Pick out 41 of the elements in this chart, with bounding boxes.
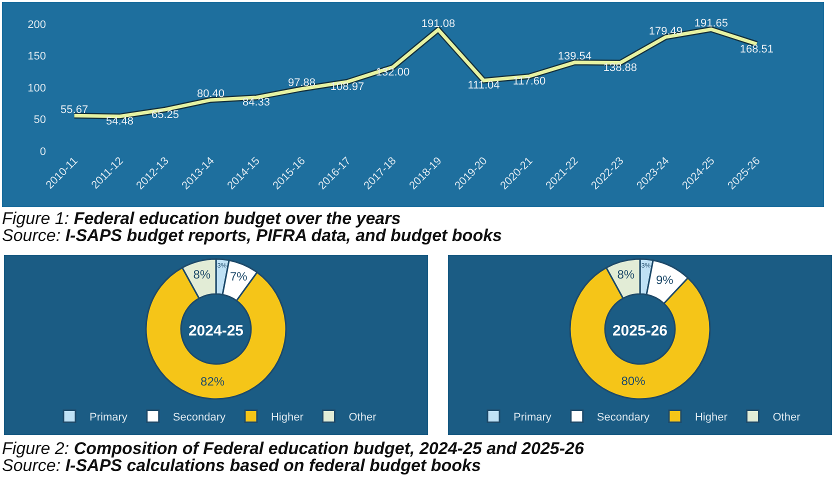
legend-label: Other [772,412,801,424]
legend-label: Higher [694,412,728,424]
data-label: 7% [230,269,248,284]
data-label: 132.00 [376,66,410,78]
data-label: 82% [200,374,225,388]
data-label: 54.48 [106,116,134,128]
data-label: 8% [617,268,635,282]
data-label: 168.51 [740,43,774,56]
caption: Figure 2: Composition of Federal education budget, 2024-25 and 2025-26 [2,439,585,458]
data-label: 191.08 [421,18,456,30]
data-label: 138.88 [603,62,638,74]
data-label: 8% [193,268,211,282]
text: 2025-26 [612,322,668,340]
y-tick-label: 200 [28,18,46,31]
legend-label: Secondary [172,412,226,424]
caption: Figure 1: Federal education budget over the years [2,209,402,228]
y-tick-label: 150 [28,50,46,63]
text: 2024-25 [188,322,244,340]
data-label: 84.33 [242,96,270,109]
source-note: Source: I-SAPS calculations based on federal budget books [2,456,482,475]
data-label: 117.60 [512,76,546,88]
data-label: 80.40 [197,88,225,100]
legend-label: Secondary [596,412,650,424]
y-tick-label: 0 [40,146,46,158]
y-tick-label: 100 [28,82,46,94]
data-label: 80% [621,374,646,388]
legend-label: Other [348,412,377,424]
legend-label: Primary [90,412,128,424]
source-note: Source: I-SAPS budget reports, PIFRA data, and budget books [2,226,503,245]
data-label: 65.25 [152,108,180,121]
data-label: 9% [656,273,674,288]
y-tick-label: 50 [34,114,46,126]
data-label: 108.97 [330,81,364,94]
data-label: 179.49 [648,25,683,38]
data-label: 139.54 [558,50,592,63]
data-label: 55.67 [60,104,88,116]
data-label: 111.04 [468,80,500,92]
legend-label: Primary [514,412,552,424]
legend-label: Higher [270,412,304,424]
data-label: 97.88 [288,77,316,90]
data-label: 191.65 [694,18,728,30]
